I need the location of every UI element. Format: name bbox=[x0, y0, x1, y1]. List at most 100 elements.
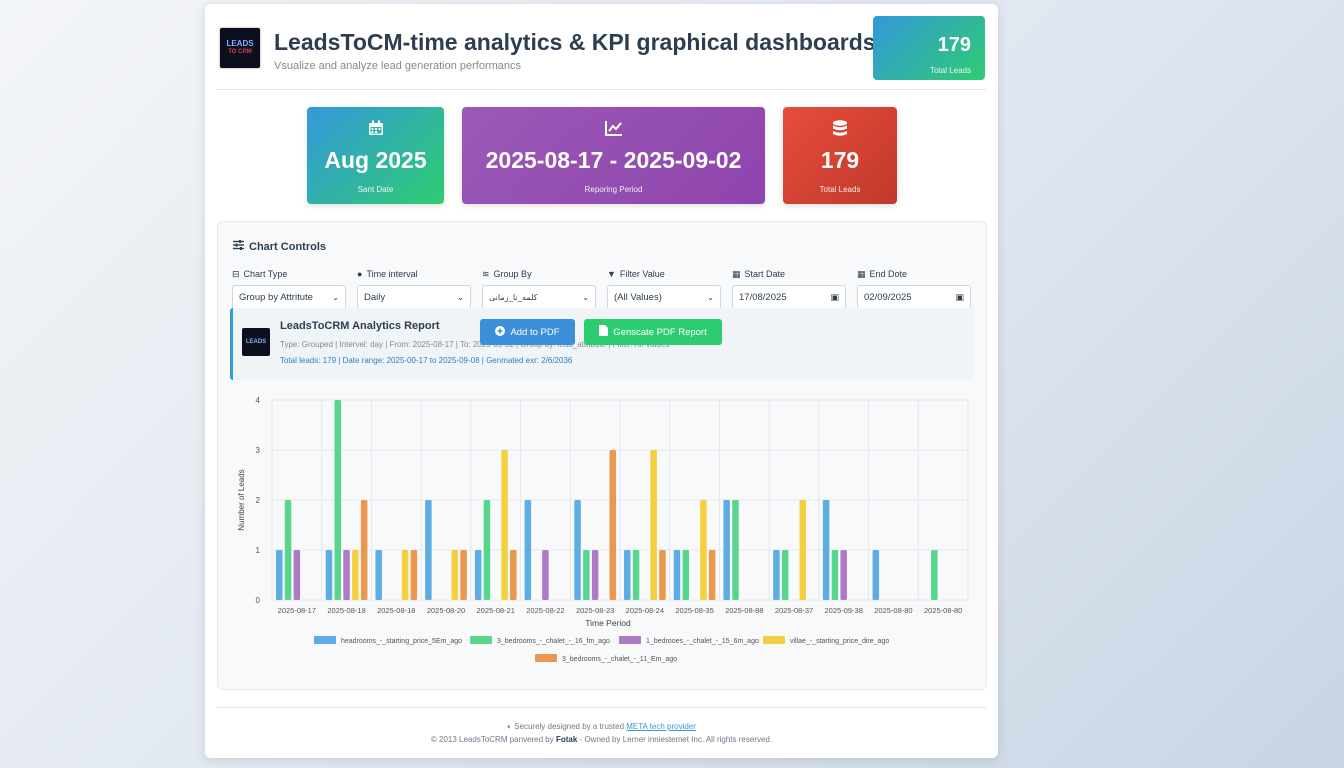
y-tick-label: 0 bbox=[256, 596, 261, 605]
bar bbox=[410, 550, 418, 600]
start-date-card: Aug 2025 Sant Date bbox=[307, 107, 444, 204]
group-by-value: کلمه_نا_زمانی bbox=[489, 293, 538, 302]
time-interval-label: Time interval bbox=[366, 269, 418, 279]
calendar-icon: ▦ bbox=[732, 268, 741, 279]
dashboard-panel: LEADS TO CRM LeadsToCM-time analytics & K… bbox=[205, 4, 998, 758]
footer-copyright-line: © 2013 LeadsToCRM panvered by Fotak - Ow… bbox=[205, 735, 998, 744]
x-tick-label: 2025-08-18 bbox=[327, 606, 365, 615]
end-date-input-value: 02/09/2025 bbox=[864, 292, 912, 303]
shield-icon: ◐ bbox=[507, 722, 512, 731]
filter-value-label: Filter Value bbox=[619, 269, 665, 279]
legend-label: 1_bedrooes_-_chalet_-_15_6m_ago bbox=[646, 638, 759, 645]
bar bbox=[650, 450, 657, 600]
bar bbox=[673, 550, 681, 600]
legend-swatch bbox=[619, 636, 641, 644]
chart-type-icon: ⊟ bbox=[232, 268, 240, 279]
bar bbox=[773, 550, 780, 600]
footer-security-line: ◐ Securely designed by a trusted META te… bbox=[205, 722, 998, 731]
bar bbox=[723, 500, 730, 600]
time-interval-select[interactable]: Daily ⌄ bbox=[357, 285, 471, 310]
group-by-select[interactable]: کلمه_نا_زمانی ⌄ bbox=[482, 285, 596, 310]
total-leads-label: Total Leads bbox=[819, 185, 861, 194]
x-tick-label: 2025-08-17 bbox=[278, 606, 316, 615]
calendar-icon: ▦ bbox=[857, 268, 866, 279]
end-date-input[interactable]: 02/09/2025 ▣ bbox=[857, 285, 971, 310]
chart-controls-section: Chart Controls ⊟ Chart Type Group by Attr… bbox=[217, 221, 987, 690]
bar bbox=[872, 550, 880, 600]
filter-value-select[interactable]: (All Values) ⌄ bbox=[607, 285, 721, 310]
calendar-picker-icon[interactable]: ▣ bbox=[955, 292, 964, 302]
filter-value-control: ▼ Filter Value (All Values) ⌄ bbox=[607, 268, 721, 310]
legend-label: villae_-_starting_price_dire_ago bbox=[790, 638, 889, 645]
report-title: LeadsToCRM Analytics Report bbox=[280, 320, 440, 332]
file-pdf-icon bbox=[599, 325, 609, 339]
bar bbox=[293, 550, 301, 600]
bar bbox=[781, 550, 789, 600]
bar bbox=[401, 550, 409, 600]
bar bbox=[931, 550, 938, 600]
end-date-label-row: ▦ End Dote bbox=[857, 268, 971, 280]
add-to-pdf-label: Add to PDF bbox=[510, 326, 560, 338]
start-date-label-row: ▦ Start Date bbox=[732, 268, 846, 280]
add-to-pdf-button[interactable]: Add to PDF bbox=[480, 319, 575, 345]
bar bbox=[840, 550, 847, 600]
brand-logo: LEADS TO CRM bbox=[219, 27, 261, 69]
calendar-icon bbox=[307, 119, 444, 141]
x-tick-label: 2025-08-80 bbox=[924, 606, 962, 615]
chart-type-label-row: ⊟ Chart Type bbox=[232, 268, 346, 280]
sliders-icon bbox=[233, 240, 244, 253]
clock-icon: ● bbox=[357, 269, 363, 279]
bar bbox=[542, 550, 549, 600]
footer-security-text: Securely designed by a trusted bbox=[514, 722, 625, 731]
start-date-value: Aug 2025 bbox=[324, 147, 427, 173]
filter-value-value: (All Values) bbox=[614, 292, 662, 303]
filter-icon: ▼ bbox=[607, 269, 616, 279]
calendar-picker-icon[interactable]: ▣ bbox=[830, 292, 839, 302]
x-tick-label: 2025-08-35 bbox=[675, 606, 713, 615]
chart-type-select[interactable]: Group by Attritute ⌄ bbox=[232, 285, 346, 310]
time-interval-label-row: ● Time interval bbox=[357, 268, 471, 280]
x-tick-label: 2025-09-38 bbox=[825, 606, 863, 615]
bar bbox=[700, 500, 707, 600]
legend-label: headrooms_-_starting_price_5Em_ago bbox=[341, 638, 462, 645]
header-divider bbox=[217, 89, 986, 90]
legend-swatch bbox=[763, 636, 785, 644]
bar bbox=[460, 550, 467, 600]
chart-controls-title: Chart Controls bbox=[249, 240, 326, 253]
bar bbox=[334, 400, 342, 600]
end-date-field-label: End Dote bbox=[869, 269, 908, 279]
y-tick-label: 3 bbox=[256, 446, 261, 455]
group-by-label-row: ≋ Group By bbox=[482, 268, 596, 280]
bar bbox=[425, 500, 432, 600]
bar bbox=[360, 500, 368, 600]
bar bbox=[822, 500, 830, 600]
y-tick-label: 2 bbox=[256, 496, 261, 505]
bar bbox=[474, 550, 482, 600]
start-date-input[interactable]: 17/08/2025 ▣ bbox=[732, 285, 846, 310]
x-tick-label: 2025-08-18 bbox=[377, 606, 415, 615]
generate-pdf-report-button[interactable]: Genscate PDF Report bbox=[584, 319, 722, 345]
footer-brand: Fotak bbox=[555, 735, 578, 744]
header-total-leads-card: 179 Total Leads bbox=[873, 16, 985, 80]
bar bbox=[799, 500, 807, 600]
chart-line-icon bbox=[462, 119, 765, 141]
reporting-period-card: 2025-08-17 - 2025-09-02 Reporing Period bbox=[462, 107, 765, 204]
legend-label: 3_bedrooms_-_chalet_-_11_Em_ago bbox=[562, 656, 677, 663]
bar bbox=[483, 500, 491, 600]
meta-provider-link[interactable]: META tech provider bbox=[626, 722, 696, 731]
report-header: LEADS LeadsToCRM Analytics Report Type: … bbox=[230, 308, 974, 380]
page-title: LeadsToCM-time analytics & KPI graphical… bbox=[274, 29, 876, 55]
bar bbox=[708, 550, 716, 600]
bar bbox=[659, 550, 666, 600]
generate-pdf-report-label: Genscate PDF Report bbox=[613, 326, 707, 338]
filter-value-label-row: ▼ Filter Value bbox=[607, 268, 721, 280]
database-icon bbox=[783, 119, 897, 141]
bar bbox=[375, 550, 382, 600]
chevron-down-icon: ⌄ bbox=[457, 293, 464, 302]
group-by-control: ≋ Group By کلمه_نا_زمانی ⌄ bbox=[482, 268, 596, 310]
footer-divider bbox=[217, 707, 986, 708]
time-interval-value: Daily bbox=[364, 292, 386, 303]
total-leads-value: 179 bbox=[820, 147, 860, 173]
x-tick-label: 2025-08-88 bbox=[725, 606, 763, 615]
x-tick-label: 2025-08-22 bbox=[526, 606, 564, 615]
